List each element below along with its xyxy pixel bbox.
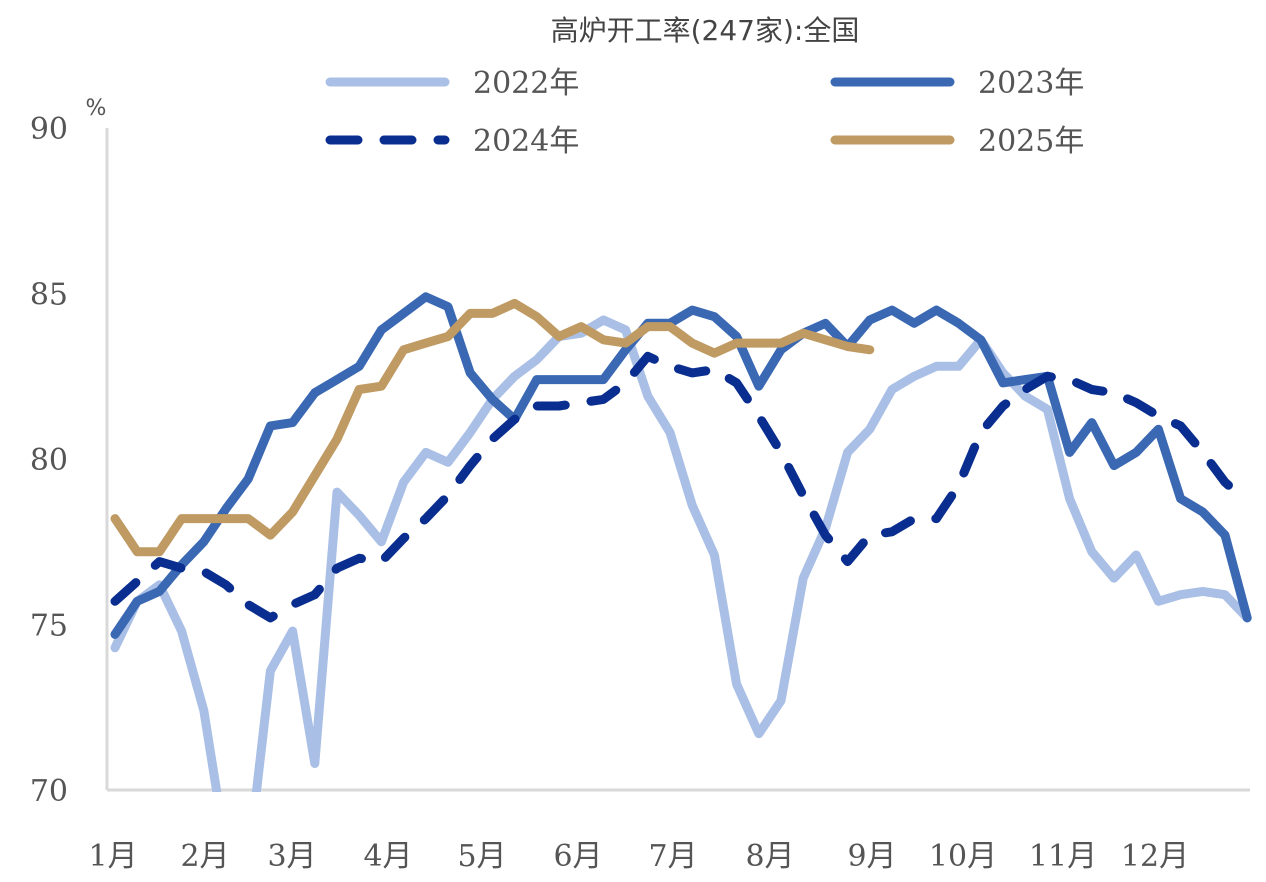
x-tick-label: 4月: [363, 839, 412, 874]
x-tick-label: 12月: [1121, 839, 1189, 874]
x-tick-label: 9月: [847, 839, 896, 874]
x-tick-label: 7月: [648, 839, 697, 874]
series-line-2023年: [110, 292, 1252, 639]
x-tick-label: 10月: [929, 839, 997, 874]
y-tick-label: 80: [30, 443, 68, 478]
legend-label: 2023年: [978, 66, 1084, 101]
x-tick-label: 11月: [1029, 839, 1097, 874]
series-line-2025年: [110, 298, 875, 557]
x-tick-label: 3月: [267, 839, 316, 874]
y-tick-label: 85: [30, 278, 68, 313]
series-line-2024年: [110, 351, 1252, 623]
x-tick-label: 1月: [88, 839, 137, 874]
x-tick-label: 6月: [553, 839, 602, 874]
series-line-2022年: [110, 315, 1252, 792]
x-tick-label: 5月: [457, 839, 506, 874]
x-tick-label: 8月: [745, 839, 794, 874]
x-tick-label: 2月: [180, 839, 229, 874]
y-tick-label: 70: [30, 774, 68, 809]
y-axis-unit: %: [86, 96, 107, 121]
legend-label: 2022年: [473, 66, 579, 101]
y-tick-label: 90: [30, 112, 68, 147]
y-tick-label: 75: [30, 609, 68, 644]
legend-label: 2024年: [473, 124, 579, 159]
chart-title: 高炉开工率(247家):全国: [551, 14, 860, 47]
legend-label: 2025年: [978, 124, 1084, 159]
